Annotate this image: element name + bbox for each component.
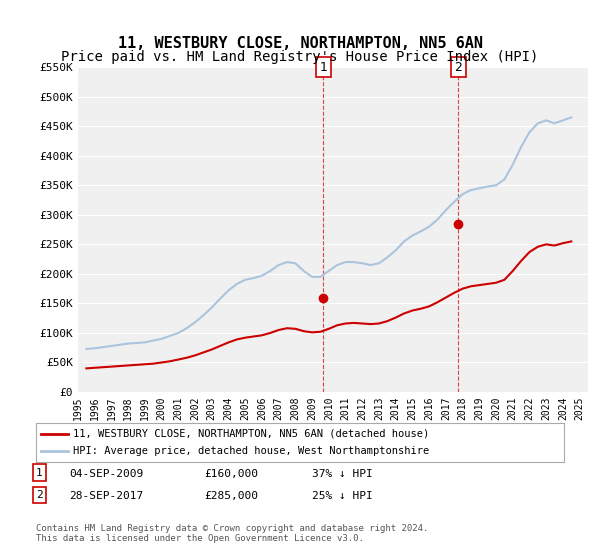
Text: Contains HM Land Registry data © Crown copyright and database right 2024.
This d: Contains HM Land Registry data © Crown c…	[36, 524, 428, 543]
Text: 2: 2	[454, 60, 462, 74]
Text: 11, WESTBURY CLOSE, NORTHAMPTON, NN5 6AN (detached house): 11, WESTBURY CLOSE, NORTHAMPTON, NN5 6AN…	[73, 429, 429, 439]
Text: 2: 2	[36, 490, 43, 500]
Text: 11, WESTBURY CLOSE, NORTHAMPTON, NN5 6AN: 11, WESTBURY CLOSE, NORTHAMPTON, NN5 6AN	[118, 36, 482, 52]
Text: 04-SEP-2009: 04-SEP-2009	[69, 469, 143, 479]
Text: Price paid vs. HM Land Registry's House Price Index (HPI): Price paid vs. HM Land Registry's House …	[61, 50, 539, 64]
Text: 28-SEP-2017: 28-SEP-2017	[69, 491, 143, 501]
Text: £160,000: £160,000	[204, 469, 258, 479]
Text: 1: 1	[319, 60, 327, 74]
Text: 37% ↓ HPI: 37% ↓ HPI	[312, 469, 373, 479]
Text: 1: 1	[36, 468, 43, 478]
Text: £285,000: £285,000	[204, 491, 258, 501]
Text: 25% ↓ HPI: 25% ↓ HPI	[312, 491, 373, 501]
Text: HPI: Average price, detached house, West Northamptonshire: HPI: Average price, detached house, West…	[73, 446, 429, 456]
